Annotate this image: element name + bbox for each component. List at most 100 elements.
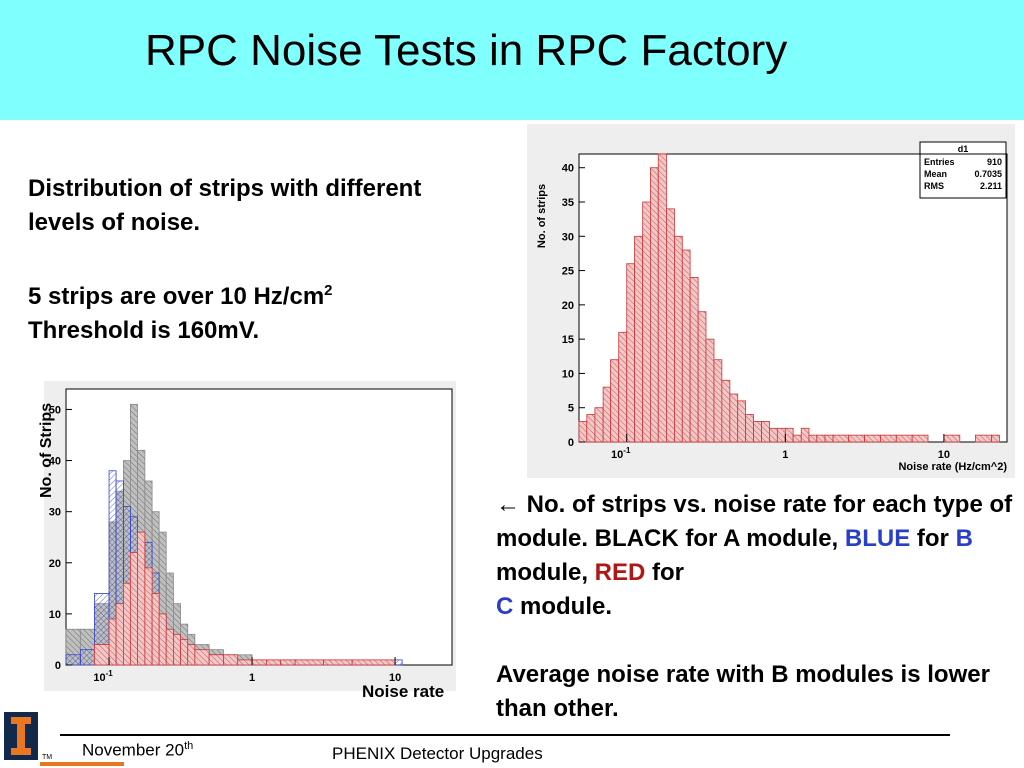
bar	[144, 567, 153, 666]
y-tick-label: 10	[49, 609, 61, 621]
y-tick-label: 10	[562, 368, 574, 380]
bar	[848, 434, 865, 443]
bar	[158, 613, 167, 666]
bar	[165, 628, 174, 666]
y-tick-label: 0	[55, 660, 61, 672]
module-color-explanation: ← No. of strips vs. noise rate for each …	[496, 491, 1013, 620]
stats-frame	[919, 141, 1007, 199]
stats-key: Entries	[924, 157, 955, 167]
superscript: 2	[324, 282, 333, 299]
bar	[642, 201, 651, 443]
footer-divider	[60, 734, 950, 736]
bar	[280, 659, 296, 666]
y-tick-label: 20	[562, 300, 574, 312]
bar	[586, 414, 596, 443]
bar	[769, 427, 778, 443]
bar	[323, 659, 353, 666]
y-tick-label: 15	[562, 334, 574, 346]
bar	[137, 531, 146, 666]
bar	[666, 208, 675, 443]
bar	[911, 434, 929, 443]
bar	[194, 649, 210, 666]
bar	[657, 153, 667, 443]
stats-title: d1	[958, 144, 969, 154]
bar	[816, 434, 826, 443]
bar	[151, 593, 160, 666]
left-chart-xlabel: Noise rate	[362, 682, 445, 701]
bar	[650, 167, 659, 443]
average-noise-note: Average noise rate with B modules is low…	[496, 661, 990, 722]
footer-title: PHENIX Detector Upgrades	[332, 744, 543, 763]
bar	[634, 235, 644, 443]
bar	[761, 421, 770, 443]
description-line-1: Distribution of strips with different le…	[28, 175, 422, 236]
series-red-hatched	[94, 531, 396, 666]
bar	[800, 427, 810, 443]
x-tick-label: 1	[782, 449, 788, 461]
bar	[974, 434, 993, 443]
bar	[832, 434, 850, 443]
bar	[689, 277, 699, 443]
bar	[991, 434, 1000, 443]
bar	[792, 434, 802, 443]
y-tick-label: 0	[568, 437, 574, 449]
bar	[602, 386, 611, 443]
bar	[129, 552, 138, 666]
bar	[808, 434, 818, 443]
bar	[223, 654, 239, 666]
bar	[784, 427, 794, 443]
y-tick-label: 35	[562, 197, 574, 209]
bar	[578, 421, 588, 443]
left-arrow-icon: ←	[496, 491, 520, 518]
chart-ylabel: No. of strips	[536, 184, 548, 248]
stats-value: 910	[987, 157, 1002, 167]
bar	[880, 434, 897, 443]
stats-value: 0.7035	[974, 169, 1002, 179]
bar	[864, 434, 881, 443]
bar	[266, 659, 281, 666]
description-line-2: 5 strips are over 10 Hz/cm2	[28, 282, 333, 310]
bar	[737, 400, 747, 443]
bar	[626, 263, 635, 443]
x-tick-label: 10	[389, 672, 401, 684]
x-tick-label: 10	[938, 449, 950, 461]
bar	[94, 644, 110, 666]
bar	[173, 633, 181, 666]
slide-title: RPC Noise Tests in RPC Factory	[145, 26, 788, 75]
bar	[705, 338, 715, 443]
bar	[115, 603, 124, 666]
bar	[394, 659, 403, 666]
bar	[681, 249, 691, 443]
y-tick-label: 50	[49, 404, 61, 416]
bar	[753, 421, 762, 443]
bar	[79, 649, 95, 666]
bar	[594, 407, 604, 443]
bar	[237, 659, 253, 666]
bar	[294, 659, 324, 666]
left-chart-ylabel: No. of Strips	[38, 402, 55, 498]
bar	[351, 659, 396, 666]
university-logo-icon	[4, 712, 38, 760]
series-red-hatched	[578, 153, 1000, 443]
description-line-3: Threshold is 160mV.	[28, 317, 260, 344]
stats-value: 2.211	[980, 181, 1002, 191]
bar	[674, 235, 683, 443]
bar	[824, 434, 834, 443]
bar	[180, 639, 189, 666]
bar	[618, 331, 628, 443]
x-tick-label: 1	[249, 672, 255, 684]
bar	[943, 434, 961, 443]
bar	[65, 654, 81, 666]
logo-trademark: TM	[42, 754, 53, 761]
bar	[108, 618, 117, 666]
bar	[729, 393, 739, 443]
bar	[721, 379, 731, 443]
left-description: Distribution of strips with different le…	[28, 172, 448, 348]
logo-accent-bar	[40, 762, 124, 766]
y-tick-label: 5	[568, 403, 574, 415]
bar	[610, 359, 620, 443]
bar	[187, 644, 196, 666]
